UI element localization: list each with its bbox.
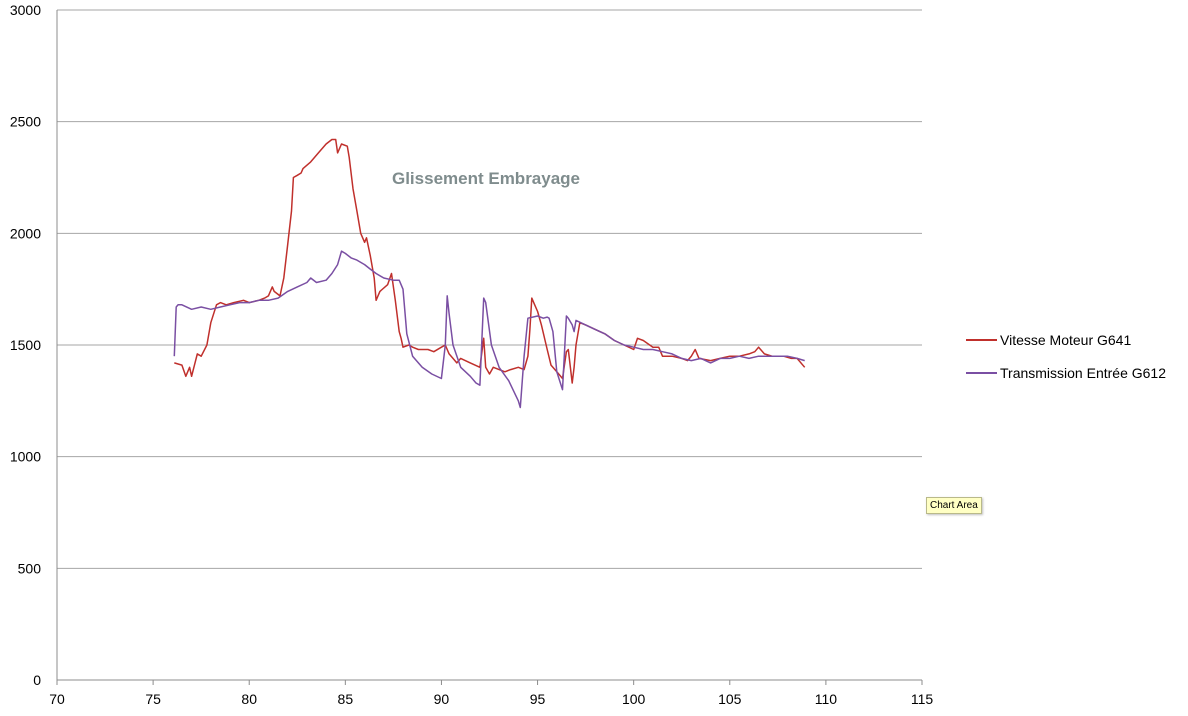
x-tick-label: 100 <box>622 691 646 707</box>
x-tick-label: 95 <box>530 691 546 707</box>
legend[interactable]: Vitesse Moteur G641 Transmission Entrée G… <box>966 332 1166 381</box>
series-lines <box>173 138 806 409</box>
series-line-2 <box>173 250 805 409</box>
x-tick-label: 90 <box>434 691 450 707</box>
y-tick-label: 1500 <box>10 337 41 353</box>
legend-label: Vitesse Moteur G641 <box>1000 332 1131 348</box>
y-tick-labels: 0 500 1000 1500 2000 2500 3000 <box>10 2 41 688</box>
x-tick-label: 110 <box>815 691 838 707</box>
y-tick-label: 2500 <box>10 114 41 130</box>
x-tick-label: 115 <box>911 691 934 707</box>
y-tick-label: 2000 <box>10 225 41 241</box>
x-tick-label: 80 <box>241 691 257 707</box>
x-tick-labels: 70 75 80 85 90 95 100 105 110 115 <box>49 691 933 707</box>
x-tick-label: 85 <box>338 691 354 707</box>
axes <box>56 10 923 685</box>
x-tick-label: 105 <box>718 691 742 707</box>
x-tick-label: 70 <box>49 691 65 707</box>
chart-title: Glissement Embrayage <box>392 169 580 188</box>
x-tick-label: 75 <box>145 691 161 707</box>
y-tick-label: 1000 <box>10 449 41 465</box>
y-tick-label: 500 <box>18 560 42 576</box>
gridlines <box>57 9 922 569</box>
legend-label: Transmission Entrée G612 <box>1000 365 1166 381</box>
y-tick-label: 3000 <box>10 2 41 18</box>
y-tick-label: 0 <box>33 672 41 688</box>
chart-area-tooltip: Chart Area <box>926 497 982 514</box>
